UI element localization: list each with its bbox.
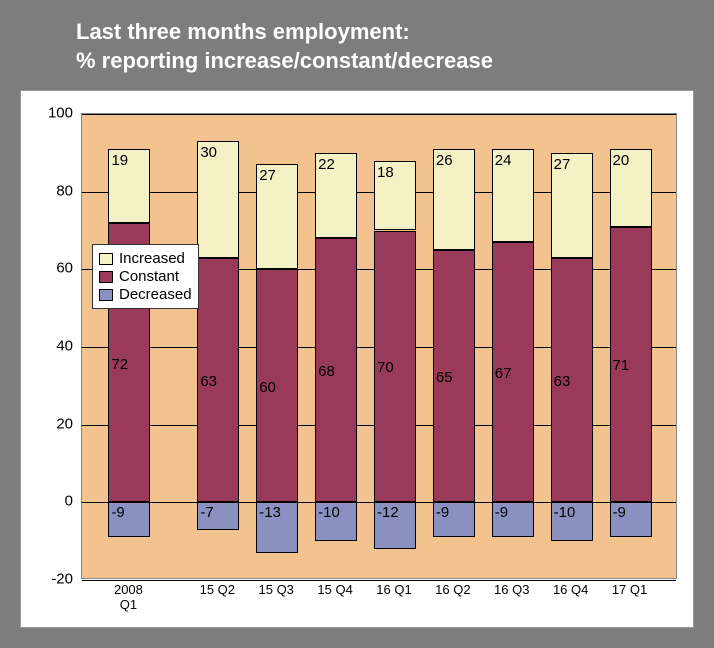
- bar-value-label: -10: [554, 504, 576, 521]
- bar-value-label: 67: [495, 365, 512, 382]
- bar-increased: 22: [315, 153, 357, 238]
- bar-increased: 27: [551, 153, 593, 258]
- bar-constant: 63: [551, 258, 593, 503]
- legend-item: Constant: [99, 268, 192, 285]
- grid-line: [82, 114, 676, 115]
- x-tick-label: 2008Q1: [100, 583, 156, 613]
- bar-increased: 19: [108, 149, 150, 223]
- x-tick-label: 16 Q2: [425, 583, 481, 598]
- bar-decreased: -10: [551, 502, 593, 541]
- legend-item: Increased: [99, 250, 192, 267]
- bar-increased: 27: [256, 164, 298, 269]
- bar-value-label: 63: [554, 373, 571, 390]
- bar-increased: 30: [197, 141, 239, 258]
- x-tick-label: 15 Q4: [307, 583, 363, 598]
- y-tick-label: -20: [23, 571, 73, 588]
- y-tick-label: 60: [23, 260, 73, 277]
- bar-constant: 70: [374, 231, 416, 503]
- title-line-2: % reporting increase/constant/decrease: [76, 47, 674, 76]
- legend-label: Increased: [119, 250, 185, 267]
- bar-value-label: -12: [377, 504, 399, 521]
- bar-value-label: 20: [613, 152, 630, 169]
- legend-item: Decreased: [99, 286, 192, 303]
- bar-value-label: 26: [436, 152, 453, 169]
- x-tick-label: 16 Q3: [484, 583, 540, 598]
- x-tick-label: 15 Q3: [248, 583, 304, 598]
- plot-area: -9 72 19 -7 63 30 -13 60 27 -10 68 22 -12 70 18 -9 65 26 -…: [81, 113, 677, 579]
- bar-decreased: -9: [492, 502, 534, 537]
- bar-value-label: 71: [613, 357, 630, 374]
- bar-decreased: -10: [315, 502, 357, 541]
- y-tick-label: 100: [23, 105, 73, 122]
- bar-increased: 18: [374, 161, 416, 231]
- bar-value-label: 22: [318, 156, 335, 173]
- grid-line: [82, 580, 676, 581]
- x-tick-label: 16 Q4: [543, 583, 599, 598]
- bar-value-label: 60: [259, 379, 276, 396]
- bar-value-label: 70: [377, 359, 394, 376]
- bar-value-label: -9: [495, 504, 508, 521]
- x-tick-label: 15 Q2: [189, 583, 245, 598]
- bar-value-label: 18: [377, 164, 394, 181]
- legend: IncreasedConstantDecreased: [92, 244, 199, 309]
- y-tick-label: 40: [23, 338, 73, 355]
- bar-value-label: -7: [200, 504, 213, 521]
- bar-value-label: 30: [200, 144, 217, 161]
- bar-value-label: -9: [111, 504, 124, 521]
- legend-swatch: [99, 289, 113, 301]
- bar-value-label: 65: [436, 369, 453, 386]
- bar-constant: 68: [315, 238, 357, 502]
- bar-increased: 26: [433, 149, 475, 250]
- bar-increased: 24: [492, 149, 534, 242]
- bar-constant: 60: [256, 269, 298, 502]
- y-tick-label: 0: [23, 493, 73, 510]
- bar-constant: 63: [197, 258, 239, 503]
- bar-value-label: 72: [111, 356, 128, 373]
- bar-decreased: -12: [374, 502, 416, 549]
- bar-value-label: -10: [318, 504, 340, 521]
- bar-value-label: 24: [495, 152, 512, 169]
- legend-swatch: [99, 253, 113, 265]
- bar-value-label: 27: [259, 167, 276, 184]
- bar-decreased: -9: [610, 502, 652, 537]
- y-tick-label: 20: [23, 415, 73, 432]
- title-line-1: Last three months employment:: [76, 18, 674, 47]
- bar-value-label: -13: [259, 504, 281, 521]
- bar-decreased: -13: [256, 502, 298, 552]
- chart-title: Last three months employment: % reportin…: [0, 0, 714, 85]
- bar-constant: 71: [610, 227, 652, 503]
- bar-increased: 20: [610, 149, 652, 227]
- legend-swatch: [99, 271, 113, 283]
- bar-value-label: -9: [613, 504, 626, 521]
- bar-value-label: 63: [200, 373, 217, 390]
- bar-value-label: 27: [554, 156, 571, 173]
- bar-value-label: 68: [318, 363, 335, 380]
- bar-value-label: -9: [436, 504, 449, 521]
- y-tick-label: 80: [23, 182, 73, 199]
- legend-label: Constant: [119, 268, 179, 285]
- bar-value-label: 19: [111, 152, 128, 169]
- bar-decreased: -9: [108, 502, 150, 537]
- bar-constant: 65: [433, 250, 475, 502]
- x-tick-label: 16 Q1: [366, 583, 422, 598]
- bar-decreased: -9: [433, 502, 475, 537]
- bar-constant: 67: [492, 242, 534, 502]
- bar-decreased: -7: [197, 502, 239, 529]
- legend-label: Decreased: [119, 286, 192, 303]
- chart-frame: -9 72 19 -7 63 30 -13 60 27 -10 68 22 -12 70 18 -9 65 26 -…: [20, 90, 694, 628]
- x-tick-label: 17 Q1: [602, 583, 658, 598]
